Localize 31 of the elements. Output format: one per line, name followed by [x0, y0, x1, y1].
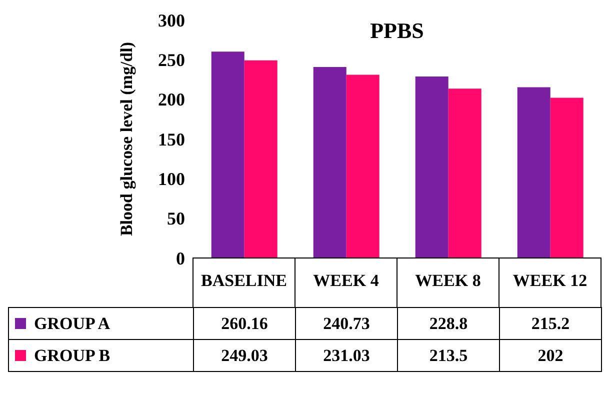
- data-label: 215.2: [500, 308, 602, 340]
- legend-label: GROUP A: [8, 308, 194, 340]
- bar: [415, 76, 448, 258]
- y-tick-label: 300: [158, 10, 185, 30]
- y-tick-label: 0: [176, 248, 185, 268]
- legend-label: GROUP B: [8, 340, 194, 372]
- bar: [448, 88, 482, 258]
- data-label: 202: [500, 340, 602, 372]
- bar: [313, 67, 346, 258]
- bar: [346, 74, 380, 258]
- bar: [517, 87, 550, 258]
- x-tick-label: BASELINE: [201, 271, 287, 290]
- data-label: 260.16: [194, 308, 296, 340]
- bar: [244, 60, 278, 258]
- data-label: 213.5: [398, 340, 500, 372]
- bar: [211, 52, 244, 258]
- bar: [550, 98, 584, 258]
- y-tick-label: 150: [158, 129, 185, 150]
- data-label: 249.03: [194, 340, 296, 372]
- x-tick-label: WEEK 12: [512, 271, 588, 290]
- chart-title: PPBS: [369, 18, 425, 44]
- y-axis-title: Blood glucose level (mg/dl): [117, 42, 136, 236]
- y-tick-label: 50: [167, 208, 185, 229]
- data-label: 228.8: [398, 308, 500, 340]
- x-tick-label: WEEK 4: [313, 271, 380, 290]
- data-label: 231.03: [296, 340, 398, 372]
- x-tick-label: WEEK 8: [415, 271, 481, 290]
- data-label: 240.73: [296, 308, 398, 340]
- y-tick-label: 250: [158, 50, 185, 70]
- y-tick-label: 200: [158, 90, 185, 110]
- y-tick-label: 100: [158, 169, 185, 190]
